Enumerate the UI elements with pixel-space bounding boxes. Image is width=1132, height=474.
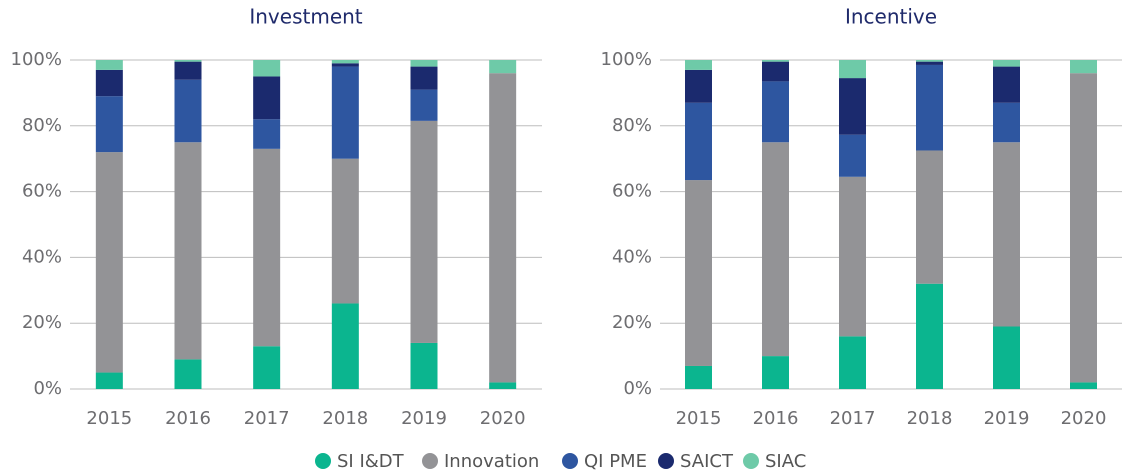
bar-segment (685, 365, 712, 389)
bar-segment (95, 152, 123, 373)
x-tick-label: 2017 (244, 408, 290, 429)
bar-segment (174, 142, 202, 360)
x-tick-label: 2019 (984, 408, 1030, 429)
legend-swatch (743, 453, 759, 469)
bar-segment (916, 60, 943, 62)
bar-segment (95, 69, 123, 97)
legend-swatch (422, 453, 438, 469)
x-tick-label: 2016 (753, 408, 799, 429)
bar-segment (762, 356, 789, 389)
y-tick-label: 20% (612, 312, 652, 333)
bar-segment (410, 89, 438, 121)
x-tick-label: 2016 (165, 408, 211, 429)
y-tick-label: 60% (22, 181, 62, 202)
legend-label: SIAC (765, 451, 806, 472)
bar-segment (993, 60, 1020, 67)
bar-segment (762, 61, 789, 82)
legend-swatch (315, 453, 331, 469)
legend-label: Innovation (444, 451, 539, 472)
legend-label: SI I&DT (337, 451, 405, 472)
bar-segment (410, 66, 438, 90)
bar-segment (839, 134, 866, 177)
legend-item: SAICT (658, 451, 734, 472)
bar-segment (762, 60, 789, 62)
bar-segment (685, 180, 712, 366)
bar-segment (253, 148, 281, 347)
bar-segment (410, 60, 438, 67)
x-tick-label: 2018 (907, 408, 953, 429)
bar-segment (331, 60, 359, 64)
bar-segment (762, 142, 789, 357)
x-tick-label: 2017 (830, 408, 876, 429)
legend-swatch (562, 453, 578, 469)
y-tick-label: 100% (11, 49, 62, 70)
bar-segment (253, 60, 281, 77)
y-tick-label: 40% (612, 246, 652, 267)
bar-segment (410, 342, 438, 389)
legend-item: QI PME (562, 451, 647, 472)
bar-segment (253, 346, 281, 389)
bar-segment (916, 61, 943, 65)
chart-title: Incentive (845, 5, 937, 29)
y-tick-label: 60% (612, 181, 652, 202)
bar-segment (993, 66, 1020, 103)
y-tick-label: 0% (33, 378, 62, 399)
bar-segment (95, 372, 123, 389)
bar-segment (993, 102, 1020, 143)
legend-label: QI PME (584, 451, 647, 472)
bar-segment (839, 78, 866, 135)
bar-segment (839, 336, 866, 389)
x-tick-label: 2020 (480, 408, 526, 429)
bar-segment (685, 102, 712, 181)
bar-segment (95, 96, 123, 153)
y-tick-label: 40% (22, 246, 62, 267)
legend-item: Innovation (422, 451, 539, 472)
bar-segment (95, 60, 123, 70)
chart-title: Investment (249, 5, 362, 29)
legend-label: SAICT (680, 451, 734, 472)
x-tick-label: 2019 (401, 408, 447, 429)
bar-segment (916, 150, 943, 284)
y-tick-label: 100% (601, 49, 652, 70)
bar-segment (331, 63, 359, 67)
bar-segment (410, 120, 438, 343)
bar-segment (762, 81, 789, 143)
bar-segment (331, 303, 359, 389)
legend-swatch (658, 453, 674, 469)
bar-segment (174, 61, 202, 80)
bar-segment (993, 142, 1020, 327)
bar-segment (489, 73, 517, 383)
bar-segment (1070, 60, 1097, 74)
bar-segment (331, 66, 359, 159)
bar-segment (253, 76, 281, 120)
y-tick-label: 80% (22, 115, 62, 136)
bar-segment (331, 158, 359, 304)
y-tick-label: 0% (623, 378, 652, 399)
bar-segment (839, 176, 866, 337)
y-tick-label: 80% (612, 115, 652, 136)
y-tick-label: 20% (22, 312, 62, 333)
bar-segment (489, 60, 517, 74)
bar-segment (174, 60, 202, 62)
x-tick-label: 2015 (86, 408, 132, 429)
bar-segment (1070, 73, 1097, 383)
bar-segment (253, 119, 281, 149)
bar-segment (993, 326, 1020, 389)
bar-segment (174, 359, 202, 389)
legend-item: SI I&DT (315, 451, 405, 472)
bar-segment (489, 382, 517, 389)
legend-item: SIAC (743, 451, 806, 472)
bar-segment (1070, 382, 1097, 389)
bar-segment (685, 69, 712, 103)
bar-segment (916, 64, 943, 151)
bar-segment (685, 60, 712, 70)
x-tick-label: 2018 (322, 408, 368, 429)
bar-segment (916, 283, 943, 389)
x-tick-label: 2015 (676, 408, 722, 429)
x-tick-label: 2020 (1061, 408, 1107, 429)
bar-segment (174, 79, 202, 143)
bar-segment (839, 60, 866, 79)
